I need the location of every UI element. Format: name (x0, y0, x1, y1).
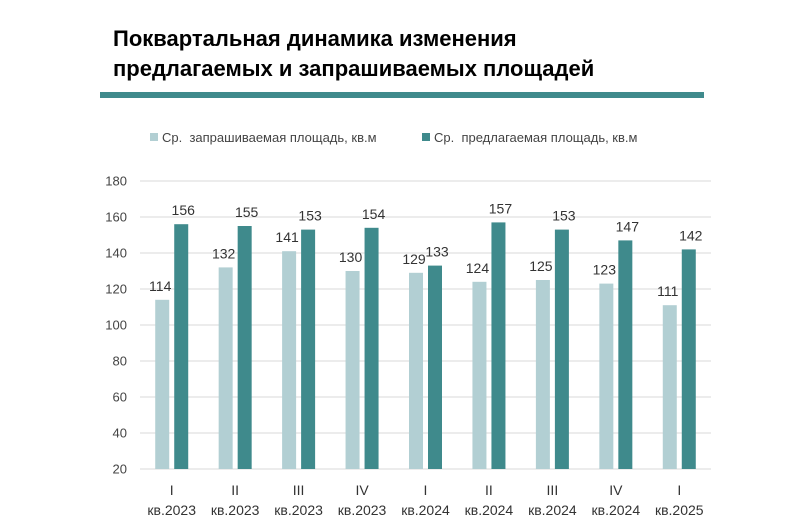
bar-offered (618, 240, 633, 469)
data-label: 132 (212, 245, 236, 261)
data-label: 111 (657, 283, 678, 299)
x-tick-label-year: кв.2024 (401, 502, 450, 518)
y-tick-label: 160 (105, 210, 127, 225)
legend-swatch (422, 133, 430, 141)
y-tick-label: 120 (105, 282, 127, 297)
data-label: 142 (679, 227, 703, 243)
bar-offered (301, 229, 316, 469)
bar-requested (662, 305, 677, 469)
bar-requested (409, 272, 423, 469)
data-label: 147 (616, 218, 640, 234)
y-tick-label: 60 (113, 390, 127, 405)
y-tick-label: 20 (113, 462, 127, 477)
bar-offered (681, 249, 696, 469)
legend-swatch (150, 133, 158, 141)
x-tick-label-year: кв.2024 (592, 502, 641, 518)
legend-label: Ср. запрашиваемая площадь, кв.м (162, 130, 377, 145)
title-divider (100, 92, 704, 98)
data-label: 157 (489, 200, 513, 216)
x-tick-label-year: кв.2023 (147, 502, 196, 518)
bar-requested (472, 281, 487, 469)
data-label: 141 (275, 229, 299, 245)
x-tick-label: III (547, 482, 559, 498)
y-tick-label: 180 (105, 174, 127, 189)
x-tick-label: II (485, 482, 493, 498)
x-tick-label: IV (609, 482, 623, 498)
title-line-2: предлагаемых и запрашиваемых площадей (113, 56, 595, 81)
data-label: 124 (466, 260, 490, 276)
data-label: 130 (339, 249, 363, 265)
x-tick-label-year: кв.2023 (211, 502, 260, 518)
y-tick-label: 40 (113, 426, 127, 441)
bar-requested (345, 271, 360, 469)
bar-offered (237, 226, 252, 469)
x-tick-label-year: кв.2025 (655, 502, 704, 518)
data-label: 125 (529, 258, 553, 274)
data-label: 153 (298, 208, 322, 224)
y-tick-label: 100 (105, 318, 127, 333)
data-label: 156 (172, 202, 196, 218)
page-title: Поквартальная динамика изменения предлаг… (113, 24, 594, 84)
y-tick-label: 80 (113, 354, 127, 369)
x-tick-label-year: кв.2024 (528, 502, 577, 518)
data-label: 129 (402, 251, 426, 267)
x-tick-label: I (677, 482, 681, 498)
title-line-1: Поквартальная динамика изменения (113, 26, 517, 51)
x-tick-label: IV (355, 482, 369, 498)
bar-offered (428, 265, 442, 469)
bar-offered (174, 224, 189, 469)
x-tick-label: III (293, 482, 305, 498)
bar-requested (155, 299, 170, 469)
data-label: 154 (362, 206, 386, 222)
x-tick-label-year: кв.2023 (274, 502, 323, 518)
data-label: 133 (425, 244, 449, 260)
bar-requested (599, 283, 614, 469)
bar-requested (282, 251, 297, 469)
x-tick-label: I (424, 482, 428, 498)
bar-offered (491, 222, 506, 469)
x-tick-label: I (170, 482, 174, 498)
data-label: 123 (593, 262, 617, 278)
x-tick-label-year: кв.2023 (338, 502, 387, 518)
bar-requested (535, 280, 550, 469)
bar-offered (554, 229, 569, 469)
bar-offered (364, 227, 379, 469)
data-label: 155 (235, 204, 259, 220)
legend-label: Ср. предлагаемая площадь, кв.м (434, 130, 638, 145)
x-tick-label-year: кв.2024 (465, 502, 514, 518)
y-tick-label: 140 (105, 246, 127, 261)
x-tick-label: II (231, 482, 239, 498)
bar-requested (218, 267, 233, 469)
data-label: 153 (552, 208, 576, 224)
data-label: 114 (149, 278, 172, 294)
